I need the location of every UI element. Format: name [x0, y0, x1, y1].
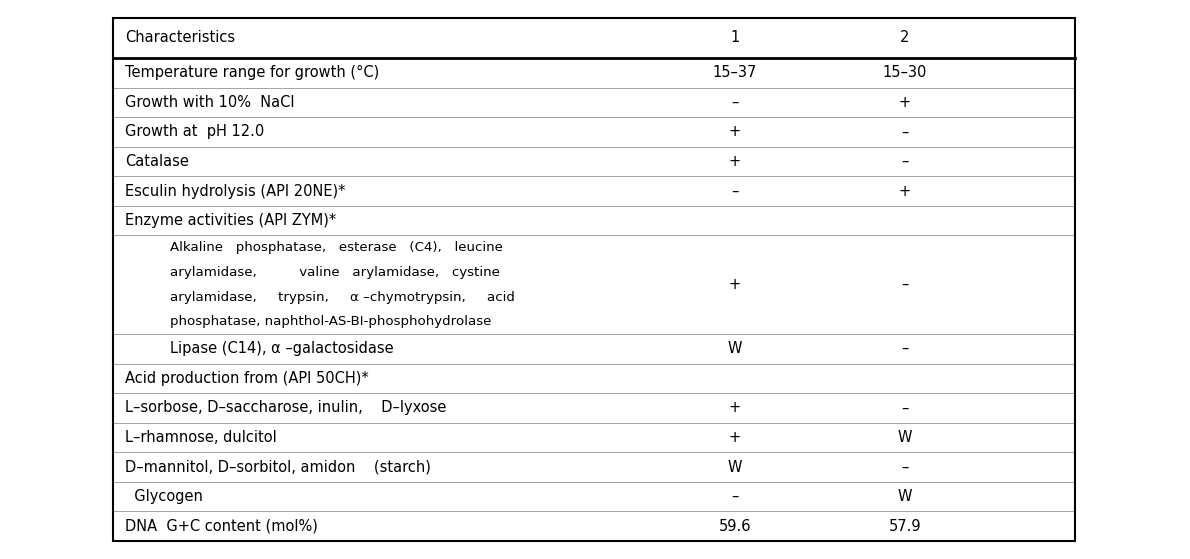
Text: Temperature range for growth (°C): Temperature range for growth (°C) — [125, 65, 380, 80]
Text: 57.9: 57.9 — [889, 519, 921, 534]
Text: +: + — [898, 183, 912, 198]
Text: Alkaline   phosphatase,   esterase   (C4),   leucine: Alkaline phosphatase, esterase (C4), leu… — [170, 241, 503, 254]
Text: Growth at  pH 12.0: Growth at pH 12.0 — [125, 125, 264, 139]
Text: –: – — [901, 125, 909, 139]
Text: +: + — [729, 430, 741, 445]
Text: Enzyme activities (API ZYM)*: Enzyme activities (API ZYM)* — [125, 213, 337, 228]
Bar — [113, 18, 1075, 541]
Text: Acid production from (API 50CH)*: Acid production from (API 50CH)* — [125, 371, 369, 386]
Text: +: + — [729, 277, 741, 292]
Text: Lipase (C14), α –galactosidase: Lipase (C14), α –galactosidase — [170, 342, 394, 356]
Text: W: W — [728, 342, 743, 356]
Text: +: + — [898, 95, 912, 110]
Text: –: – — [901, 459, 909, 475]
Text: DNA  G+C content (mol%): DNA G+C content (mol%) — [125, 519, 318, 534]
Text: +: + — [729, 400, 741, 415]
Text: –: – — [901, 154, 909, 169]
Text: –: – — [901, 400, 909, 415]
Text: 2: 2 — [901, 31, 909, 45]
Text: 15–37: 15–37 — [713, 65, 757, 80]
Text: Esculin hydrolysis (API 20NE)*: Esculin hydrolysis (API 20NE)* — [125, 183, 345, 198]
Text: –: – — [901, 277, 909, 292]
Text: Growth with 10%  NaCl: Growth with 10% NaCl — [125, 95, 294, 110]
Text: –: – — [732, 183, 739, 198]
Text: +: + — [729, 125, 741, 139]
Text: W: W — [728, 459, 743, 475]
Text: 15–30: 15–30 — [883, 65, 927, 80]
Text: W: W — [897, 430, 913, 445]
Text: Catalase: Catalase — [125, 154, 189, 169]
Text: arylamidase,     trypsin,     α –chymotrypsin,     acid: arylamidase, trypsin, α –chymotrypsin, a… — [170, 291, 515, 304]
Text: L–rhamnose, dulcitol: L–rhamnose, dulcitol — [125, 430, 277, 445]
Text: L–sorbose, D–saccharose, inulin,    D–lyxose: L–sorbose, D–saccharose, inulin, D–lyxos… — [125, 400, 446, 415]
Text: arylamidase,          valine   arylamidase,   cystine: arylamidase, valine arylamidase, cystine — [170, 266, 500, 279]
Text: 1: 1 — [731, 31, 740, 45]
Text: –: – — [901, 342, 909, 356]
Text: W: W — [897, 489, 913, 504]
Text: +: + — [729, 154, 741, 169]
Text: D–mannitol, D–sorbitol, amidon    (starch): D–mannitol, D–sorbitol, amidon (starch) — [125, 459, 431, 475]
Text: phosphatase, naphthol-AS-BI-phosphohydrolase: phosphatase, naphthol-AS-BI-phosphohydro… — [170, 315, 491, 328]
Text: –: – — [732, 489, 739, 504]
Text: Glycogen: Glycogen — [125, 489, 202, 504]
Text: –: – — [732, 95, 739, 110]
Text: Characteristics: Characteristics — [125, 31, 236, 45]
Text: 59.6: 59.6 — [719, 519, 751, 534]
